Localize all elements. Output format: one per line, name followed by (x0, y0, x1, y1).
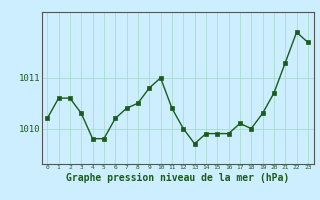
X-axis label: Graphe pression niveau de la mer (hPa): Graphe pression niveau de la mer (hPa) (66, 173, 289, 183)
